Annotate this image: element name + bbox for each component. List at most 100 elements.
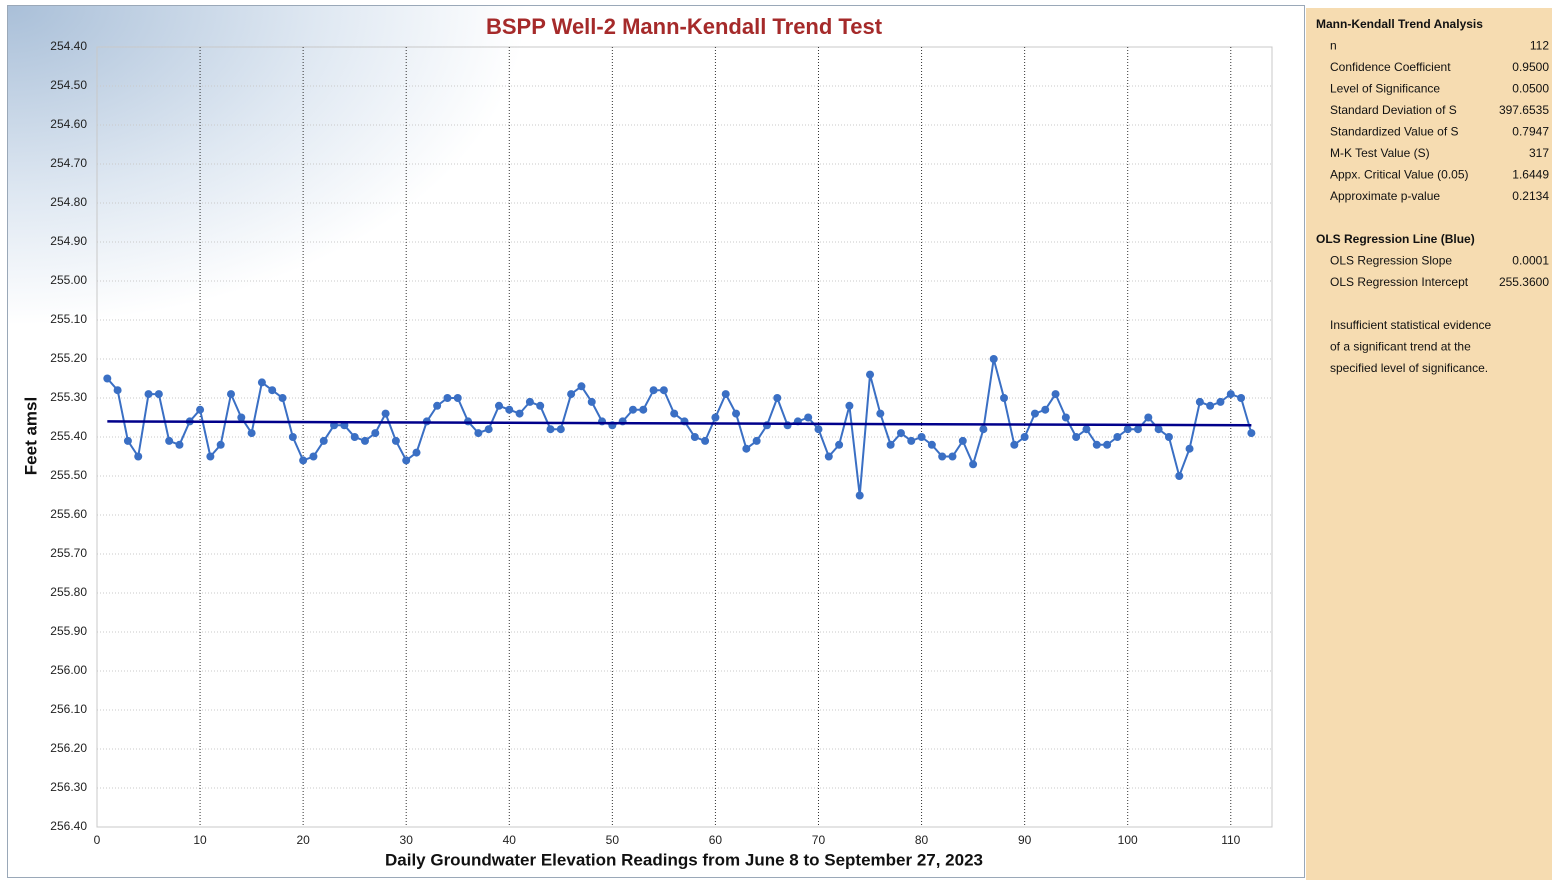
data-point — [742, 444, 751, 453]
data-point — [1103, 440, 1112, 449]
data-point — [288, 433, 297, 441]
data-point — [958, 436, 967, 445]
data-point — [536, 401, 545, 410]
stat-label: Approximate p-value — [1330, 189, 1440, 203]
stat-value: 0.2134 — [1512, 189, 1549, 203]
data-point — [938, 452, 947, 461]
x-tick-label: 60 — [709, 833, 723, 847]
stat-value: 317 — [1529, 146, 1549, 160]
data-point — [649, 386, 658, 395]
stat-label: OLS Regression Intercept — [1330, 275, 1469, 289]
data-point — [690, 433, 699, 441]
data-point — [309, 452, 318, 461]
x-axis-label: Daily Groundwater Elevation Readings fro… — [385, 850, 983, 869]
y-tick-label: 256.10 — [50, 702, 87, 716]
stat-value: 0.0500 — [1512, 82, 1549, 96]
x-tick-label: 110 — [1221, 833, 1240, 847]
data-point — [154, 390, 163, 399]
data-point — [814, 425, 823, 434]
data-point — [711, 413, 720, 422]
stat-value: 397.6535 — [1499, 103, 1549, 117]
y-tick-label: 254.60 — [50, 117, 87, 131]
data-point — [1164, 433, 1173, 441]
data-point — [927, 440, 936, 449]
data-point — [1010, 440, 1019, 449]
data-point — [237, 413, 246, 422]
stat-label: Level of Significance — [1330, 82, 1440, 96]
stat-value: 0.0001 — [1512, 254, 1549, 268]
y-tick-label: 255.80 — [50, 585, 87, 599]
data-point — [804, 413, 813, 422]
data-point — [319, 436, 328, 445]
y-tick-label: 255.90 — [50, 624, 87, 638]
data-point — [1061, 413, 1070, 422]
stat-value: 255.3600 — [1499, 275, 1549, 289]
data-point — [402, 456, 411, 465]
data-point — [1206, 401, 1215, 410]
data-point — [505, 405, 514, 414]
data-point — [896, 429, 905, 438]
data-point — [175, 440, 184, 449]
y-tick-label: 256.40 — [50, 819, 87, 833]
data-point — [216, 440, 225, 449]
panel-note: Insufficient statistical evidence — [1330, 318, 1492, 332]
data-point — [907, 436, 916, 445]
data-point — [1092, 440, 1101, 449]
data-point — [268, 386, 277, 395]
data-point — [391, 436, 400, 445]
data-point — [701, 436, 710, 445]
data-point — [556, 425, 565, 434]
data-point — [752, 436, 761, 445]
data-point — [721, 390, 730, 399]
chart-title: BSPP Well-2 Mann-Kendall Trend Test — [486, 14, 883, 39]
stat-label: OLS Regression Slope — [1330, 254, 1452, 268]
data-point — [886, 440, 895, 449]
data-point — [113, 386, 122, 395]
data-point — [206, 452, 215, 461]
data-point — [484, 425, 493, 434]
data-point — [1041, 405, 1050, 414]
data-point — [1030, 409, 1039, 418]
data-point — [1072, 433, 1081, 441]
y-tick-label: 255.00 — [50, 273, 87, 287]
stat-value: 0.7947 — [1512, 125, 1549, 139]
x-tick-label: 30 — [400, 833, 414, 847]
y-tick-label: 255.10 — [50, 312, 87, 326]
y-tick-label: 256.20 — [50, 741, 87, 755]
data-point — [360, 436, 369, 445]
data-point — [577, 382, 586, 391]
data-line — [106, 358, 1253, 496]
data-point — [350, 433, 359, 441]
data-point — [979, 425, 988, 434]
regression-line — [107, 420, 1252, 427]
data-point — [247, 429, 256, 438]
data-point — [1051, 390, 1060, 399]
x-tick-label: 40 — [503, 833, 517, 847]
stat-label: Standardized Value of S — [1330, 125, 1459, 139]
data-point — [587, 397, 596, 406]
y-tick-label: 254.50 — [50, 78, 87, 92]
y-tick-label: 254.80 — [50, 195, 87, 209]
y-tick-label: 254.40 — [50, 39, 87, 53]
data-point — [1226, 390, 1235, 399]
data-point — [1175, 472, 1184, 480]
stat-value: 112 — [1530, 39, 1549, 53]
data-point — [278, 394, 287, 402]
data-point — [567, 390, 576, 399]
y-tick-label: 254.90 — [50, 234, 87, 248]
panel-heading: OLS Regression Line (Blue) — [1316, 232, 1475, 246]
data-point — [948, 452, 957, 461]
stat-value: 1.6449 — [1512, 168, 1549, 182]
data-point — [371, 429, 380, 438]
y-tick-label: 255.70 — [50, 546, 87, 560]
data-point — [299, 456, 308, 465]
data-point — [969, 460, 978, 469]
data-point — [123, 436, 132, 445]
data-point — [546, 425, 555, 434]
data-point — [433, 401, 442, 410]
data-point — [443, 394, 452, 402]
data-point — [525, 397, 534, 406]
panel-heading: Mann-Kendall Trend Analysis — [1316, 17, 1483, 31]
data-point — [1195, 397, 1204, 406]
